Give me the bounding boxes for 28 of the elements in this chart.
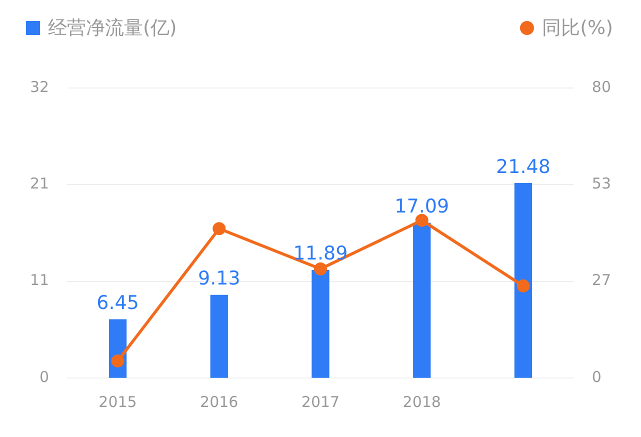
x-tick-label: 2017 <box>301 392 340 411</box>
y-tick-label: 32 <box>30 78 50 96</box>
legend-label: 经营净流量(亿) <box>48 16 177 41</box>
bar <box>312 270 330 378</box>
x-tick-label: 2016 <box>200 392 238 411</box>
point <box>212 222 226 236</box>
bar <box>210 294 228 378</box>
point <box>516 279 530 292</box>
y-tick-label: 11 <box>30 271 50 290</box>
data-label: 11.89 <box>293 242 348 265</box>
legend-label: 同比(%) <box>542 16 613 41</box>
y2-tick-label: 80 <box>592 78 612 96</box>
x-tick-label: 2015 <box>98 392 137 411</box>
y2-tick-label: 27 <box>592 271 612 290</box>
y-tick-label: 21 <box>30 174 50 193</box>
data-label: 9.13 <box>198 268 240 290</box>
point <box>415 214 428 227</box>
bar <box>413 222 431 378</box>
bar <box>514 183 532 378</box>
y2-tick-label: 53 <box>592 174 612 193</box>
y-tick-label: 0 <box>40 368 50 386</box>
data-label: 17.09 <box>394 196 450 218</box>
point <box>111 354 124 368</box>
data-label: 6.45 <box>96 292 139 314</box>
y2-tick-label: 0 <box>592 368 602 386</box>
point <box>314 262 327 276</box>
data-label: 21.48 <box>496 156 550 178</box>
x-tick-label: 2018 <box>402 392 441 411</box>
